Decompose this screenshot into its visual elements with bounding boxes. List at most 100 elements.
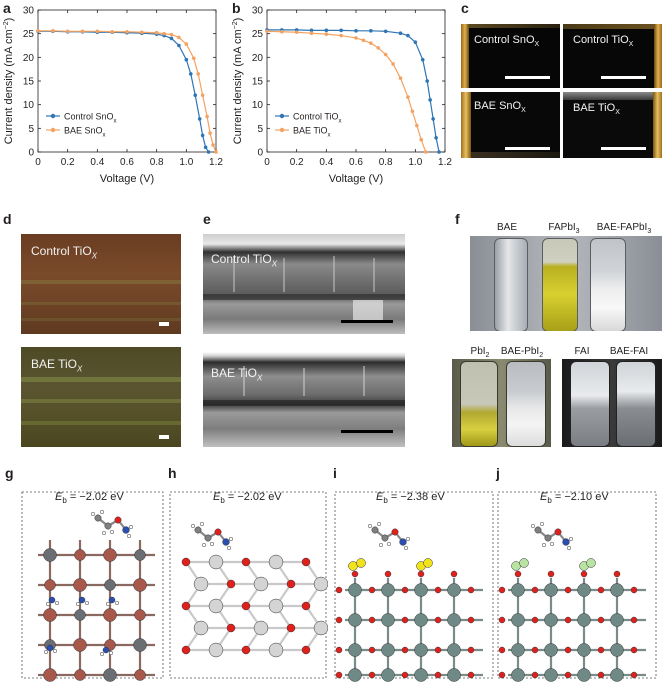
titanium-atom [414,668,428,682]
titanium-atom [447,613,461,627]
legend-label: BAE TiOx [293,126,331,139]
hydrogen-atom [99,651,105,657]
binding-energy-h: Eb = −2.02 eV [213,491,282,505]
data-point [339,33,343,38]
titanium-atom [610,643,624,657]
data-point [80,29,85,34]
vial-photo-top [470,236,662,331]
data-point [339,28,343,33]
data-point [434,136,438,140]
oxygen-atom [368,586,376,594]
film-photo-bae-snox: BAE SnOX [461,92,560,158]
sem-image-control-tiox: Control TiOX [203,234,405,334]
oxygen-atom [368,616,376,624]
oxygen-atom [434,646,442,654]
panel-label-g: g [5,465,14,481]
titanium-atom [610,668,624,682]
vial-label-bae-fai: BAE-FAI [609,346,649,357]
x-tick-label: 0.6 [120,157,134,168]
titanium-atom [577,583,591,597]
oxygen-atom [351,570,359,578]
hydrogen-atom [209,541,215,547]
y-tick-label: 0 [257,148,263,159]
vial-bae-pbi2 [506,361,546,447]
data-point [413,40,418,44]
data-point [110,29,114,34]
hydrogen-atom [566,545,572,551]
vial-label-bae-pbi2: BAE-PbI2 [492,346,552,359]
metal-atom [208,598,224,614]
panel-label-j: j [496,465,500,481]
data-point [324,32,329,36]
data-point [51,29,55,33]
data-point [197,117,202,121]
y-tick-label: 30 [23,6,35,17]
data-point [410,109,415,114]
titanium-atom [511,668,525,682]
cell-boundary [21,491,164,679]
oxygen-atom [450,570,458,578]
data-point [125,29,129,34]
metal-atom [193,620,209,636]
scale-bar [341,320,393,323]
metal-atom [73,578,87,592]
y-axis-label: Current density (mA cm−2) [232,18,244,145]
oxygen-atom [335,671,343,679]
nitrogen-atom [78,596,86,604]
hydrogen-atom [226,545,232,551]
metal-atom [43,668,57,682]
oxygen-atom [226,579,236,589]
y-axis-label: Current density (mA cm−2) [3,18,15,145]
hydrogen-atom [90,511,96,517]
oxygen-atom [547,570,555,578]
scale-bar [505,76,550,79]
nitrogen-atom [46,644,54,652]
eb-value: = −2.02 eV [227,491,282,503]
data-point [369,41,373,45]
metal-atom [134,549,146,561]
oxygen-atom [301,557,311,567]
hydrogen-atom [101,530,107,536]
oxygen-atom [467,646,475,654]
film-caption-subscript: X [534,41,540,49]
oxygen-atom [401,671,409,679]
y-tick-label: 15 [252,77,264,88]
adsorbate-atom [586,558,596,568]
y-tick-label: 20 [252,53,264,64]
hydrogen-atom [228,536,234,542]
oxygen-atom [564,646,572,654]
x-tick-label: 1.0 [408,157,422,168]
scale-bar [505,147,550,150]
x-tick-label: 1.0 [179,157,193,168]
hydrogen-atom [367,523,373,529]
hydrogen-atom [539,521,545,527]
hydrogen-atom [84,600,90,606]
titanium-atom [511,613,525,627]
x-tick-label: 0.2 [61,157,75,168]
data-point [391,62,395,66]
film-caption: Control TiO [573,34,629,46]
hydrogen-atom [376,521,382,527]
nitrogen-atom [48,596,56,604]
hydrogen-atom [199,521,205,527]
titanium-atom [577,643,591,657]
oxygen-atom [401,646,409,654]
eb-symbol: E [540,491,548,503]
metal-atom [44,579,56,591]
data-point [376,46,381,50]
sem-caption: BAE TiO [211,366,258,380]
nitrogen-atom [108,596,116,604]
data-point [361,38,366,43]
x-tick-label: 0.8 [379,157,393,168]
dft-structure-h [169,491,328,679]
metal-atom [313,620,328,636]
dft-structure-i [334,491,494,682]
oxygen-atom [564,616,572,624]
eb-value: = −2.38 eV [390,491,445,503]
oxygen-atom [498,616,506,624]
oxygen-atom [241,601,251,611]
titanium-atom [544,668,558,682]
data-point [140,30,144,35]
oxygen-atom [630,671,638,679]
carbon-atom [104,522,112,530]
